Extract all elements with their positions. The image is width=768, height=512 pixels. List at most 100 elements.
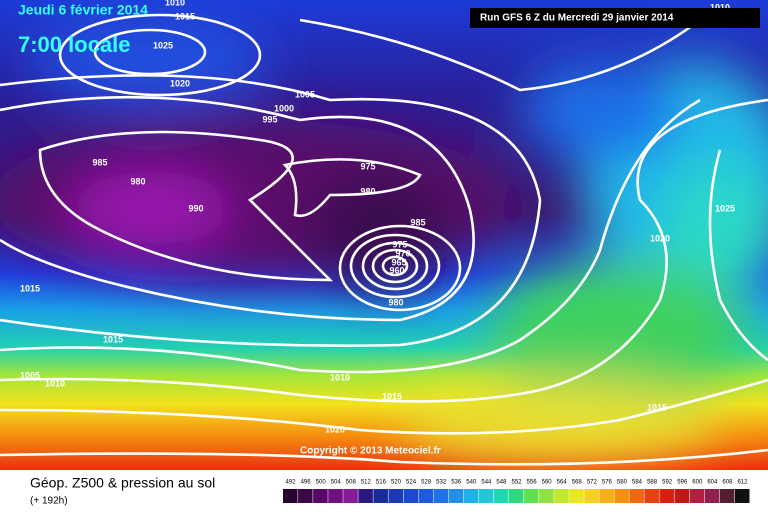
scale-swatch — [734, 489, 750, 503]
scale-swatch — [539, 489, 554, 503]
scale-label: 548 — [496, 480, 507, 486]
scale-label: 556 — [527, 480, 538, 486]
isobar-label: 990 — [188, 203, 203, 213]
isobar-label: 995 — [262, 114, 277, 124]
scale-label: 512 — [361, 480, 372, 486]
scale-swatch — [704, 489, 720, 503]
isobars — [0, 13, 768, 466]
scale-label: 532 — [436, 480, 447, 486]
run-info: Run GFS 6 Z du Mercredi 29 janvier 2014 — [480, 13, 674, 24]
isobar-label: 1010 — [45, 378, 65, 388]
isobar-label: 970 — [395, 248, 410, 258]
scale-swatch — [599, 489, 614, 503]
isobar-label: 980 — [388, 297, 403, 307]
scale-label: 568 — [572, 480, 583, 486]
copyright: Copyright © 2013 Meteociel.fr — [300, 446, 441, 457]
isobar-label: 1015 — [382, 391, 402, 401]
lead-time: (+ 192h) — [30, 496, 68, 507]
scale-swatch — [629, 489, 645, 503]
scale-label: 584 — [632, 480, 643, 486]
scale-swatch — [373, 489, 388, 503]
footer-title: Géop. Z500 & pression au sol — [30, 475, 215, 491]
scale-label: 608 — [722, 480, 733, 486]
isobar-label: 1010 — [710, 2, 730, 12]
scale-label: 552 — [511, 480, 522, 486]
scale-label: 500 — [316, 480, 327, 486]
isobar-label: 965 — [391, 257, 406, 267]
run-box — [470, 8, 760, 28]
isobar-label: 1025 — [715, 203, 735, 213]
scale-label: 612 — [737, 480, 748, 486]
scale-swatch — [689, 489, 705, 503]
isobar-label: 1020 — [325, 424, 345, 434]
scale-label: 588 — [647, 480, 658, 486]
scale-label: 520 — [391, 480, 402, 486]
scale-label: 524 — [406, 480, 417, 486]
scale-swatch — [463, 489, 479, 503]
color-scale: 492 496 500 504 508 512 516 520 524 528 532 536 540 5… — [283, 480, 750, 503]
isobar-label: 1015 — [647, 402, 667, 412]
scale-label: 496 — [301, 480, 312, 486]
scale-label: 528 — [421, 480, 432, 486]
isobar-label: 960 — [389, 265, 404, 275]
isobar-label: 985 — [92, 157, 107, 167]
isobar-label: 1015 — [103, 334, 123, 344]
scale-swatch — [478, 489, 494, 503]
isobar-label: 980 — [130, 176, 145, 186]
scale-swatch — [283, 489, 298, 503]
scale-swatch — [433, 489, 449, 503]
scale-label: 596 — [677, 480, 688, 486]
scale-label: 580 — [617, 480, 628, 486]
isobar-label: 975 — [392, 239, 407, 249]
scale-swatch — [358, 489, 373, 503]
scale-swatch — [614, 489, 629, 503]
isobar-label: 1015 — [20, 283, 40, 293]
scale-label: 576 — [602, 480, 613, 486]
isobar-label: 1010 — [165, 0, 185, 7]
scale-label: 508 — [346, 480, 357, 486]
scale-label: 600 — [692, 480, 703, 486]
scale-label: 540 — [466, 480, 477, 486]
scale-swatch — [644, 489, 660, 503]
scale-swatch — [298, 489, 313, 503]
scale-swatch — [674, 489, 690, 503]
scale-label: 492 — [286, 480, 297, 486]
isobar-label: 1020 — [170, 78, 190, 88]
scale-label: 592 — [662, 480, 673, 486]
scale-label: 564 — [557, 480, 568, 486]
scale-label: 504 — [331, 480, 342, 486]
scale-swatch — [508, 489, 524, 503]
scale-swatch — [524, 489, 539, 503]
isobar-labels: 1010101510251020100510009959859809909759… — [20, 0, 735, 434]
scale-swatch — [388, 489, 404, 503]
date: Jeudi 6 février 2014 — [18, 2, 148, 18]
scale-swatch — [659, 489, 675, 503]
time: 7:00 locale — [18, 32, 131, 57]
scale-swatch — [343, 489, 358, 503]
isobar-label: 1005 — [295, 89, 315, 99]
scale-swatch — [493, 489, 509, 503]
scale-label: 516 — [376, 480, 387, 486]
scale-label: 604 — [707, 480, 718, 486]
isobar-label: 1005 — [20, 370, 40, 380]
scale-label: 572 — [587, 480, 598, 486]
scale-swatch — [328, 489, 343, 503]
isobar-label: 980 — [360, 186, 375, 196]
scale-swatch — [403, 489, 419, 503]
scale-swatch — [418, 489, 434, 503]
map-area: 1010101510251020100510009959859809909759… — [0, 0, 768, 470]
isobar-label: 1010 — [330, 372, 350, 382]
isobar-label: 975 — [360, 161, 375, 171]
scale-swatch — [448, 489, 464, 503]
isobar-label: 1015 — [175, 11, 195, 21]
scale-label: 536 — [451, 480, 462, 486]
isobar-label: 1020 — [650, 233, 670, 243]
isobar-label: 985 — [410, 217, 425, 227]
scale-label: 544 — [481, 480, 492, 486]
scale-swatch — [584, 489, 599, 503]
scale-label: 560 — [542, 480, 553, 486]
scale-swatch — [554, 489, 569, 503]
scale-swatch — [719, 489, 735, 503]
isobar-label: 1000 — [274, 103, 294, 113]
